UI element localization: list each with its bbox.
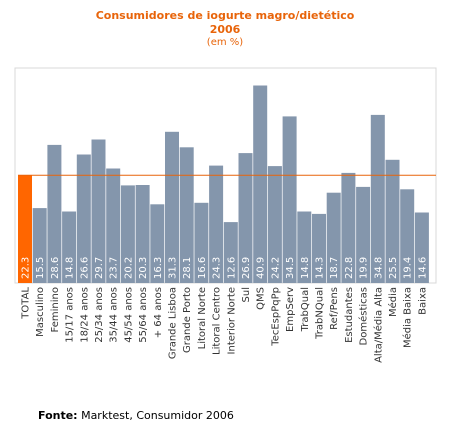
bar-14 xyxy=(223,222,238,283)
value-label-6: 23.7 xyxy=(109,257,120,279)
value-label-2: 28.6 xyxy=(50,257,61,279)
category-label-13: Litoral Centro xyxy=(212,287,223,355)
bar-26 xyxy=(400,189,415,283)
value-label-16: 40.9 xyxy=(256,257,267,279)
value-label-20: 14.3 xyxy=(315,257,326,279)
bar-23 xyxy=(356,186,371,283)
bar-27 xyxy=(414,212,429,283)
source-text: Marktest, Consumidor 2006 xyxy=(81,409,234,422)
category-label-4: 18/24 anos xyxy=(79,287,90,343)
bar-9 xyxy=(150,204,165,283)
value-label-4: 26.6 xyxy=(79,257,90,279)
bar-15 xyxy=(238,153,253,283)
bar-6 xyxy=(106,168,121,283)
bar-17 xyxy=(267,166,282,283)
category-label-20: TrabNQual xyxy=(315,287,326,340)
value-label-15: 26.9 xyxy=(241,257,252,279)
bar-2 xyxy=(47,144,62,283)
category-label-10: Grande Lisboa xyxy=(168,287,179,359)
category-label-18: EmpServ xyxy=(285,287,296,332)
value-label-21: 18.7 xyxy=(329,257,340,279)
bar-8 xyxy=(135,185,150,283)
bar-13 xyxy=(209,165,224,283)
category-labels-group: TOTAL Masculino Feminino 15/17 anos 18/24 an… xyxy=(21,287,429,363)
bar-7 xyxy=(120,185,135,283)
bars-group xyxy=(18,85,429,284)
category-label-12: Litoral Norte xyxy=(197,287,208,349)
bar-24 xyxy=(370,114,385,284)
value-label-14: 12.6 xyxy=(226,257,237,279)
category-label-17: TecEspPqPp xyxy=(270,287,281,347)
category-label-8: 55/64 anos xyxy=(138,287,149,343)
category-label-22: Estudantes xyxy=(344,287,355,343)
value-label-26: 19.4 xyxy=(403,257,414,279)
bar-22 xyxy=(341,172,356,283)
category-label-3: 15/17 anos xyxy=(65,287,76,343)
value-label-27: 14.6 xyxy=(417,257,428,279)
category-label-24: Alta/Média Alta xyxy=(372,287,384,363)
category-label-5: 25/34 anos xyxy=(94,287,105,343)
bar-25 xyxy=(385,159,400,283)
chart-title: Consumidores de iogurte magro/dietético xyxy=(95,9,355,22)
value-label-12: 16.6 xyxy=(197,257,208,279)
value-label-10: 31.3 xyxy=(168,257,179,279)
category-label-11: Grande Porto xyxy=(182,287,193,353)
value-label-23: 19.9 xyxy=(359,257,370,279)
value-label-9: 16.3 xyxy=(153,257,164,279)
category-label-27: Baixa xyxy=(417,287,428,315)
value-label-25: 25.5 xyxy=(388,257,399,279)
category-label-26: Média Baixa xyxy=(402,287,414,348)
value-label-0: 22.3 xyxy=(21,257,32,279)
value-label-7: 20.2 xyxy=(123,257,134,279)
value-label-11: 28.1 xyxy=(182,257,193,279)
bar-12 xyxy=(194,202,209,283)
value-label-17: 24.2 xyxy=(270,257,281,279)
category-label-2: Feminino xyxy=(50,287,61,332)
category-label-16: QMS xyxy=(256,287,267,310)
chart-year: 2006 xyxy=(209,23,241,36)
bar-4 xyxy=(76,154,91,283)
value-label-19: 14.8 xyxy=(300,257,311,279)
category-label-25: Média xyxy=(387,287,399,317)
value-label-22: 22.8 xyxy=(344,257,355,279)
value-labels-group: 22.3 15.5 28.6 14.8 26.6 29.7 23.7 20.2 20.3 16.3… xyxy=(21,257,429,279)
source-note: Fonte: Marktest, Consumidor 2006 xyxy=(38,409,234,422)
category-label-21: Ref/Pens xyxy=(329,287,340,330)
value-label-1: 15.5 xyxy=(35,257,46,279)
category-label-6: 35/44 anos xyxy=(109,287,120,343)
bar-19 xyxy=(297,211,312,283)
value-label-13: 24.3 xyxy=(212,257,223,279)
category-label-15: Sul xyxy=(241,287,252,302)
category-label-19: TrabQual xyxy=(300,287,311,332)
category-label-23: Domésticas xyxy=(358,287,370,345)
bar-10 xyxy=(165,131,179,283)
chart-unit: (em %) xyxy=(206,37,244,48)
value-label-18: 34.5 xyxy=(285,257,296,279)
value-label-8: 20.3 xyxy=(138,257,149,279)
value-label-24: 34.8 xyxy=(373,257,384,279)
bar-11 xyxy=(179,147,194,283)
bar-18 xyxy=(282,116,297,284)
bar-16 xyxy=(253,85,268,283)
category-label-7: 45/54 anos xyxy=(123,287,134,343)
category-label-1: Masculino xyxy=(35,287,46,337)
source-label: Fonte: xyxy=(38,409,78,422)
bar-0 xyxy=(18,175,32,283)
bar-3 xyxy=(62,211,77,283)
bar-20 xyxy=(312,213,326,283)
bar-chart: 22.3 15.5 28.6 14.8 26.6 29.7 23.7 20.2 20.3 16.3… xyxy=(14,67,437,363)
category-label-14: Interior Norte xyxy=(226,287,237,354)
value-label-3: 14.8 xyxy=(65,257,76,279)
category-label-0: TOTAL xyxy=(21,287,32,320)
category-label-9: + 64 anos xyxy=(153,287,164,338)
value-label-5: 29.7 xyxy=(94,257,105,279)
bar-21 xyxy=(326,192,341,283)
bar-1 xyxy=(32,208,47,283)
